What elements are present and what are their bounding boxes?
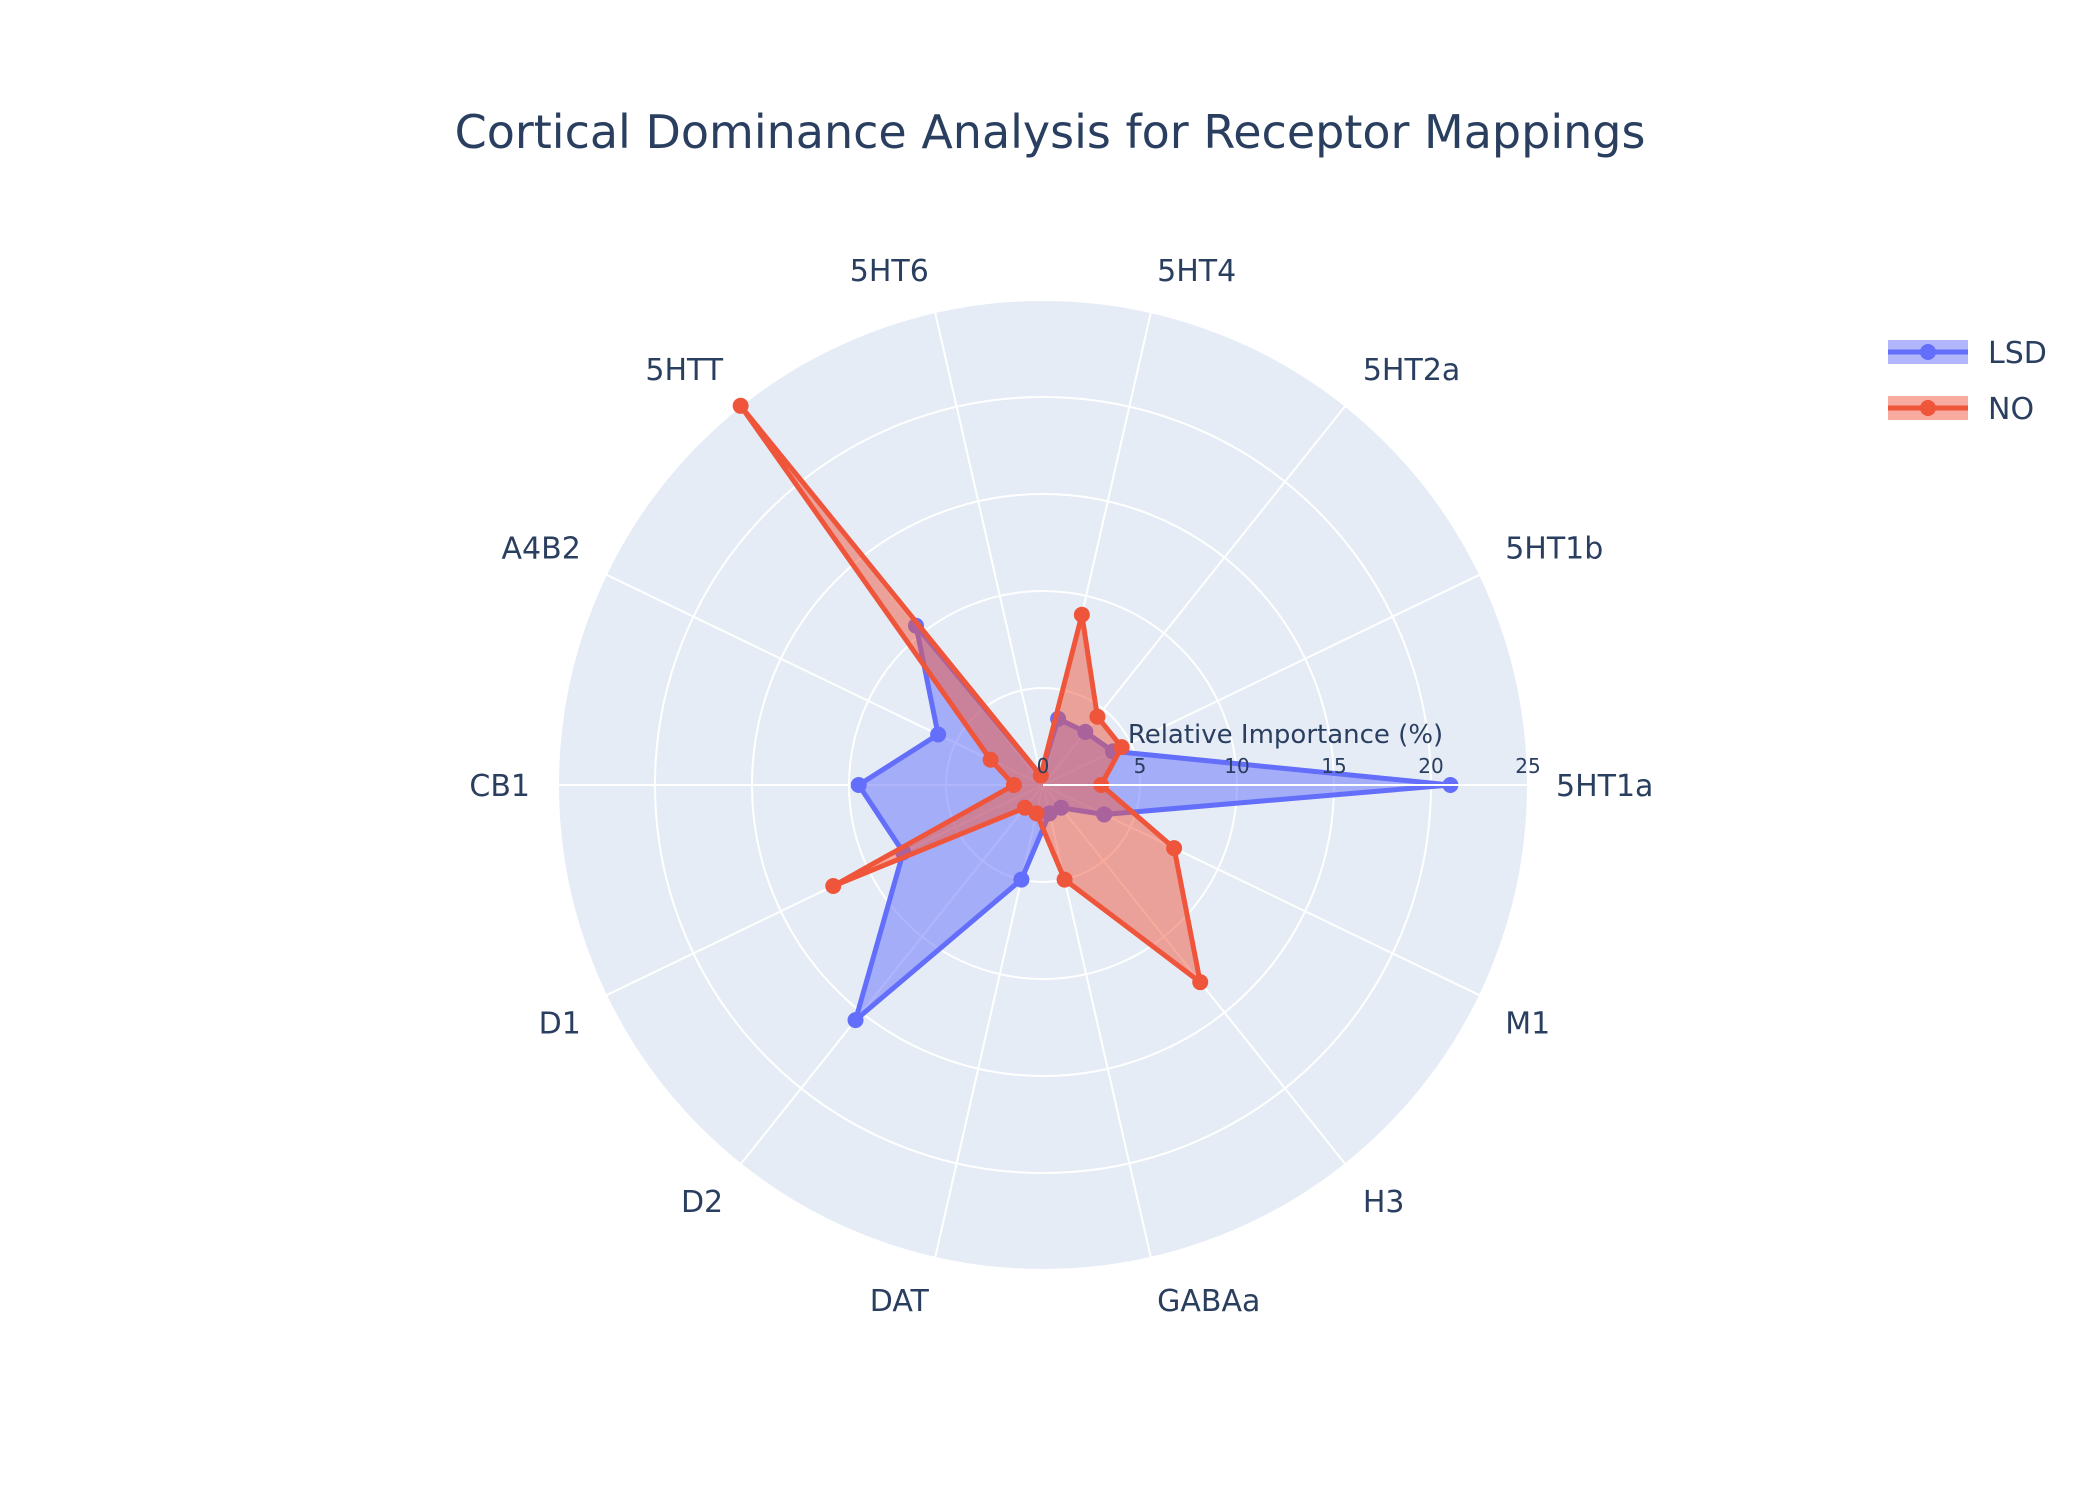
point-LSD-CB1[interactable]: [850, 777, 867, 793]
angular-label-CB1: CB1: [469, 769, 530, 804]
angular-label-DAT: DAT: [870, 1284, 930, 1319]
angular-label-5HT2a: 5HT2a: [1363, 353, 1460, 388]
point-LSD-D2[interactable]: [847, 1012, 864, 1029]
legend-item-LSD[interactable]: LSD: [1888, 336, 2047, 371]
point-LSD-DAT[interactable]: [1013, 871, 1030, 888]
angular-label-D2: D2: [681, 1185, 723, 1220]
radial-tick-15: 15: [1321, 754, 1346, 778]
angular-axis-labels: 5HT1a 5HT1b 5HT2a 5HT4 5HT6 5HTT A4B2 CB1 D1 D2 DA…: [469, 254, 1653, 1319]
angular-label-5HT6: 5HT6: [850, 254, 929, 289]
legend-label-LSD: LSD: [1988, 336, 2047, 371]
angular-label-5HT1a: 5HT1a: [1556, 769, 1653, 804]
point-NO-H3[interactable]: [1192, 974, 1209, 991]
angular-label-A4B2: A4B2: [502, 531, 581, 566]
radial-tick-5: 5: [1134, 754, 1147, 778]
point-NO-A4B2[interactable]: [982, 751, 999, 768]
legend-marker-LSD: [1920, 344, 1936, 360]
angular-label-5HT4: 5HT4: [1157, 254, 1236, 289]
legend-label-NO: NO: [1988, 392, 2034, 427]
angular-label-5HTT: 5HTT: [645, 353, 723, 388]
point-NO-D1[interactable]: [825, 878, 842, 895]
radial-axis-title: Relative Importance (%): [1128, 720, 1443, 750]
radial-tick-25: 25: [1515, 754, 1540, 778]
angular-label-H3: H3: [1363, 1185, 1405, 1220]
radial-tick-10: 10: [1224, 754, 1249, 778]
radial-tick-20: 20: [1418, 754, 1443, 778]
point-NO-5HT6[interactable]: [1032, 767, 1049, 784]
angular-label-M1: M1: [1505, 1007, 1550, 1042]
radial-axis: 0 5 10 15 20 25 Relative Importance (%): [1037, 720, 1541, 786]
point-NO-5HT2a[interactable]: [1089, 708, 1106, 725]
point-NO-5HT1b[interactable]: [1113, 739, 1130, 756]
point-NO-CB1[interactable]: [1005, 777, 1022, 793]
angular-label-5HT1b: 5HT1b: [1505, 531, 1603, 566]
legend-marker-NO: [1920, 400, 1936, 416]
radial-tick-0: 0: [1037, 754, 1050, 778]
point-LSD-A4B2[interactable]: [930, 726, 947, 743]
angular-label-D1: D1: [539, 1007, 581, 1042]
point-NO-5HTT[interactable]: [732, 397, 749, 414]
point-NO-GABAa[interactable]: [1056, 871, 1073, 888]
grid-spoke-5HT6: [934, 311, 1044, 786]
point-NO-5HT4[interactable]: [1073, 606, 1090, 623]
series-layer: [732, 397, 1459, 1029]
angular-label-GABAa: GABAa: [1157, 1284, 1260, 1319]
point-NO-DAT[interactable]: [1028, 805, 1045, 822]
legend[interactable]: LSD NO: [1888, 336, 2047, 427]
series-NO: [732, 397, 1209, 991]
point-NO-M1[interactable]: [1166, 840, 1183, 857]
chart-title: Cortical Dominance Analysis for Receptor…: [455, 105, 1646, 159]
legend-item-NO[interactable]: NO: [1888, 392, 2034, 427]
